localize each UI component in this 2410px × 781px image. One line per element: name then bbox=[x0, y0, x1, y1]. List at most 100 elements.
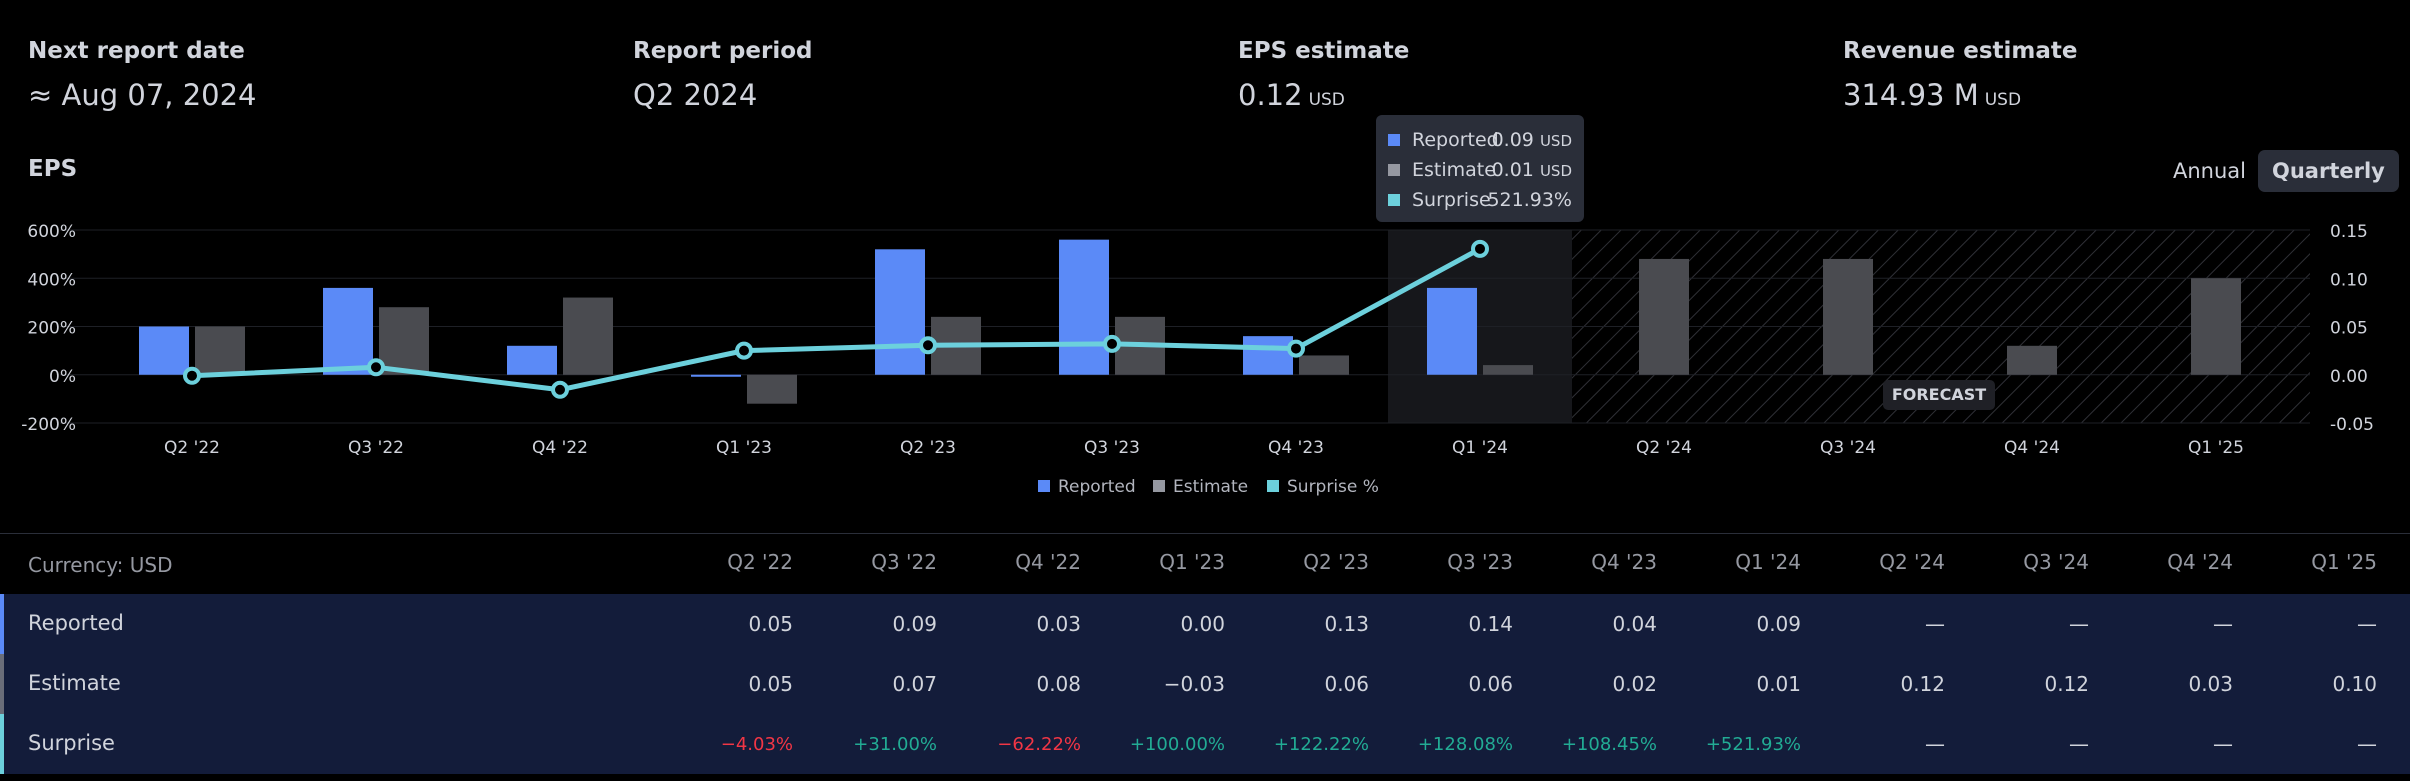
surprise-point bbox=[1287, 339, 1305, 358]
tooltip-estimate-value: 0.01 USD bbox=[1491, 159, 1572, 181]
estimate-bar bbox=[1299, 355, 1349, 375]
row-color-bar bbox=[0, 714, 4, 774]
estimate-bar bbox=[1823, 258, 1873, 375]
stat-label: Report period bbox=[633, 38, 813, 64]
stat-value: 314.93 M USD bbox=[1843, 78, 2022, 112]
table-column-header: Q3 '22 bbox=[871, 550, 937, 574]
table-cell: +108.45% bbox=[1561, 734, 1657, 755]
right-axis-tick-label: -0.05 bbox=[2330, 415, 2374, 435]
surprise-point bbox=[1103, 334, 1121, 353]
stat-value: 0.12 USD bbox=[1238, 78, 1345, 112]
table-row-estimate: Estimate 0.05 0.07 0.08 −0.03 0.06 0.06 0.02 0.… bbox=[0, 654, 2410, 714]
table-cell: 0.07 bbox=[892, 672, 937, 696]
row-label: Estimate bbox=[28, 671, 121, 695]
surprise-point bbox=[735, 341, 753, 360]
table-column-header: Q4 '24 bbox=[2167, 550, 2233, 574]
table-cell: 0.06 bbox=[1324, 672, 1369, 696]
table-cell: 0.01 bbox=[1756, 672, 1801, 696]
table-column-header: Q4 '23 bbox=[1591, 550, 1657, 574]
table-cell: 0.03 bbox=[2188, 672, 2233, 696]
forecast-label: FORECAST bbox=[1892, 385, 1986, 404]
x-axis-tick-label: Q3 '22 bbox=[348, 438, 404, 458]
estimate-bar bbox=[2191, 278, 2241, 375]
chart-tooltip: Reported 0.09 USD Estimate 0.01 USD Surp… bbox=[1376, 115, 1584, 222]
eps-chart[interactable]: 600% 400% 200% 0% -200% 0.15 0.10 0.05 0.00 -0.05… bbox=[0, 108, 2410, 498]
left-axis-tick-label: -200% bbox=[21, 415, 76, 435]
stat-eps-estimate: EPS estimate 0.12 USD bbox=[1238, 38, 1409, 112]
right-axis-tick-label: 0.15 bbox=[2330, 222, 2368, 242]
table-cell: 0.00 bbox=[1180, 612, 1225, 636]
table-cell: 0.03 bbox=[1036, 612, 1081, 636]
table-cell: 0.09 bbox=[1756, 612, 1801, 636]
table-row-reported: Reported 0.05 0.09 0.03 0.00 0.13 0.14 0.04 0.0… bbox=[0, 594, 2410, 654]
x-axis-tick-label: Q4 '22 bbox=[532, 438, 588, 458]
reported-bar bbox=[1427, 287, 1477, 375]
table-cell: 0.08 bbox=[1036, 672, 1081, 696]
forecast-badge bbox=[1883, 380, 1995, 410]
table-cell: +122.22% bbox=[1273, 734, 1369, 755]
x-axis-tick-label: Q3 '23 bbox=[1084, 438, 1140, 458]
row-label: Surprise bbox=[28, 731, 115, 755]
row-color-bar bbox=[0, 594, 4, 654]
reported-bar bbox=[1059, 239, 1109, 375]
surprise-point bbox=[551, 380, 569, 399]
table-column-header: Q1 '25 bbox=[2311, 550, 2377, 574]
estimate-swatch-icon bbox=[1388, 164, 1400, 176]
table-cell: 0.12 bbox=[2044, 672, 2089, 696]
table-cell: 0.13 bbox=[1324, 612, 1369, 636]
table-cell: 0.06 bbox=[1468, 672, 1513, 696]
section-divider bbox=[0, 533, 2410, 534]
legend-swatch-icon bbox=[1038, 480, 1050, 492]
left-axis-tick-label: 200% bbox=[27, 319, 76, 339]
table-cell: — bbox=[2213, 612, 2233, 636]
table-column-header: Q2 '24 bbox=[1879, 550, 1945, 574]
tooltip-label: Reported bbox=[1412, 129, 1499, 151]
row-label: Reported bbox=[28, 611, 124, 635]
x-axis-tick-label: Q3 '24 bbox=[1820, 438, 1876, 458]
table-cell: 0.10 bbox=[2332, 672, 2377, 696]
tooltip-surprise-row: Surprise bbox=[1388, 189, 1491, 211]
table-cell: — bbox=[2357, 612, 2377, 636]
annual-toggle-button[interactable]: Annual bbox=[2173, 159, 2246, 183]
estimate-bar bbox=[2007, 345, 2057, 375]
table-cell: −62.22% bbox=[997, 734, 1081, 755]
legend-label: Reported bbox=[1058, 477, 1136, 497]
x-axis-tick-label: Q2 '24 bbox=[1636, 438, 1692, 458]
x-axis-tick-label: Q2 '23 bbox=[900, 438, 956, 458]
tooltip-label: Surprise bbox=[1412, 189, 1491, 211]
table-column-header: Q2 '22 bbox=[727, 550, 793, 574]
table-cell: — bbox=[2069, 732, 2089, 756]
table-cell: — bbox=[2213, 732, 2233, 756]
right-axis-tick-label: 0.00 bbox=[2330, 367, 2368, 387]
table-cell: 0.09 bbox=[892, 612, 937, 636]
unit-label: USD bbox=[1984, 90, 2022, 110]
estimate-bar bbox=[195, 326, 245, 375]
table-cell: +31.00% bbox=[853, 734, 937, 755]
stat-next-report-date: Next report date ≈ Aug 07, 2024 bbox=[28, 38, 257, 112]
table-cell: −4.03% bbox=[720, 734, 793, 755]
estimate-bar bbox=[1639, 258, 1689, 375]
table-cell: +100.00% bbox=[1129, 734, 1225, 755]
left-axis-tick-label: 400% bbox=[27, 270, 76, 290]
x-axis-tick-label: Q1 '24 bbox=[1452, 438, 1508, 458]
legend-swatch-icon bbox=[1267, 480, 1279, 492]
x-axis-tick-label: Q4 '24 bbox=[2004, 438, 2060, 458]
stat-value: Q2 2024 bbox=[633, 78, 758, 112]
table-column-header: Q1 '24 bbox=[1735, 550, 1801, 574]
stat-revenue-estimate: Revenue estimate 314.93 M USD bbox=[1843, 38, 2078, 112]
table-cell: 0.05 bbox=[748, 672, 793, 696]
surprise-point bbox=[367, 358, 385, 377]
legend-swatch-icon bbox=[1153, 480, 1165, 492]
right-axis-tick-label: 0.05 bbox=[2330, 319, 2368, 339]
reported-bar bbox=[875, 249, 925, 375]
estimate-bar bbox=[563, 297, 613, 375]
x-axis-tick-label: Q2 '22 bbox=[164, 438, 220, 458]
estimate-bar bbox=[747, 374, 797, 404]
quarterly-toggle-button[interactable]: Quarterly bbox=[2258, 150, 2399, 192]
table-cell: — bbox=[2357, 732, 2377, 756]
reported-bar bbox=[323, 287, 373, 375]
table-column-header: Q4 '22 bbox=[1015, 550, 1081, 574]
reported-bar bbox=[691, 374, 741, 377]
surprise-line bbox=[191, 246, 1482, 393]
tooltip-estimate-row: Estimate bbox=[1388, 159, 1496, 181]
